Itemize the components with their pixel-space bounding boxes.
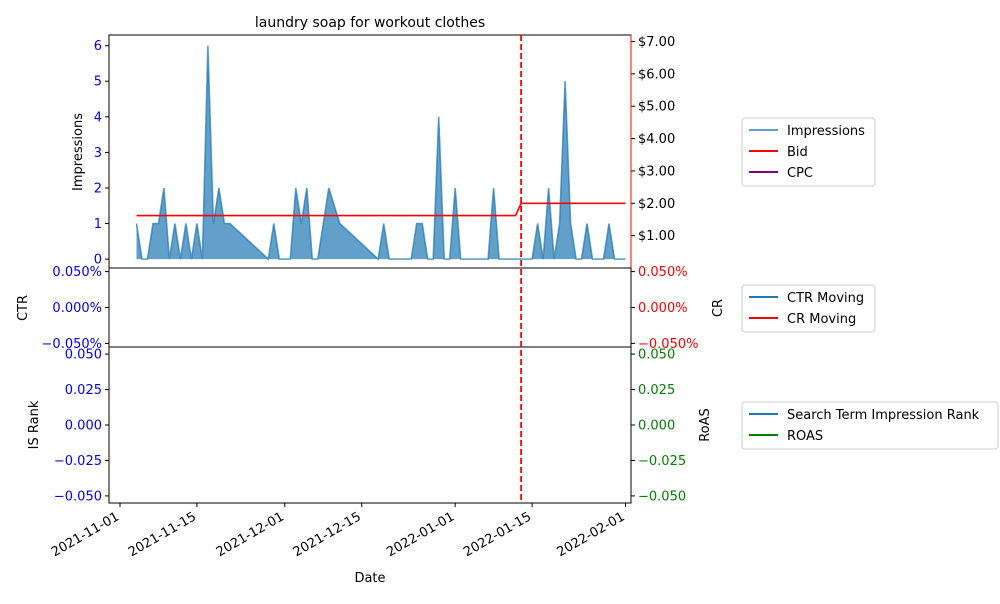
impressions-area xyxy=(136,45,626,260)
impressions-y-tick-label: 2 xyxy=(94,181,102,196)
ctr-axis-label: CTR xyxy=(16,295,31,321)
legend-frame xyxy=(741,401,999,450)
roas-y-tick-label: 0.000 xyxy=(638,419,675,434)
ctr-panel-frame xyxy=(108,267,632,348)
impressions-y-tick-label: 6 xyxy=(94,39,102,54)
impressions-y-tick-label: 0 xyxy=(94,253,102,268)
legend-ctr: CTR Moving CR Moving xyxy=(741,284,876,333)
impressions-y-tick-label: 3 xyxy=(94,146,102,161)
impressions-y-tick-label: 4 xyxy=(94,110,102,125)
legend-label-ctr-moving: CTR Moving xyxy=(787,291,864,306)
date-tick-label: 2021-11-15 xyxy=(126,509,199,560)
rank-y-tick-label: 0.000 xyxy=(65,419,102,434)
rank-y-tick-label: −0.025 xyxy=(54,454,102,469)
rank-y-tick-label: −0.050 xyxy=(54,489,102,504)
bid-line xyxy=(136,202,626,217)
date-tick-label: 2021-12-15 xyxy=(291,509,364,560)
ctr-panel: −0.050%0.000%0.050% −0.050%0.000%0.050% … xyxy=(16,265,726,352)
legend-label-impressions: Impressions xyxy=(787,124,865,139)
ctr-y-tick-label: 0.000% xyxy=(52,301,102,316)
legend-rank: Search Term Impression Rank ROAS xyxy=(741,401,999,450)
bid-y-tick-label: $3.00 xyxy=(638,164,675,179)
impressions-y-tick-label: 5 xyxy=(94,75,102,90)
cr-y-tick-label: 0.000% xyxy=(638,301,688,316)
legend-label-bid: Bid xyxy=(787,145,808,160)
chart-title: laundry soap for workout clothes xyxy=(255,15,485,31)
date-axis-label: Date xyxy=(354,571,385,586)
bid-y-tick-label: $4.00 xyxy=(638,132,675,147)
date-tick-label: 2021-12-01 xyxy=(214,509,287,560)
legend-impressions: Impressions Bid CPC xyxy=(741,117,876,187)
cr-y-tick-label: −0.050% xyxy=(638,337,698,352)
bid-y-tick-label: $6.00 xyxy=(638,67,675,82)
date-tick-label: 2022-02-01 xyxy=(555,509,628,560)
bid-y-tick-label: $1.00 xyxy=(638,229,675,244)
roas-axis-label: RoAS xyxy=(698,408,713,442)
ctr-y-tick-label: 0.050% xyxy=(52,265,102,280)
rank-panel-frame xyxy=(108,346,632,504)
roas-y-tick-label: −0.025 xyxy=(638,454,686,469)
roas-y-tick-label: 0.025 xyxy=(638,383,675,398)
date-tick-label: 2022-01-15 xyxy=(461,509,534,560)
is-rank-axis-label: IS Rank xyxy=(27,400,42,449)
cr-axis-label: CR xyxy=(711,299,726,317)
bid-y-tick-label: $2.00 xyxy=(638,197,675,212)
legend-frame xyxy=(741,117,876,187)
legend-label-impression-rank: Search Term Impression Rank xyxy=(787,408,980,423)
impressions-panel: 0 1 2 3 4 5 6 $1.00 $2.00 $3.00 $4.00 $5.00 $6.00 $7… xyxy=(71,34,675,269)
cr-y-tick-label: 0.050% xyxy=(638,265,688,280)
impressions-axis-label: Impressions xyxy=(71,113,86,191)
rank-panel: −0.050 −0.025 0.000 0.025 0.050 −0.050 −0.025… xyxy=(27,346,713,586)
date-tick-label: 2022-01-01 xyxy=(384,509,457,560)
roas-y-tick-label: 0.050 xyxy=(638,348,675,363)
bid-y-tick-label: $7.00 xyxy=(638,35,675,50)
bid-y-tick-label: $5.00 xyxy=(638,100,675,115)
legend-label-roas: ROAS xyxy=(787,429,823,444)
roas-y-tick-label: −0.050 xyxy=(638,489,686,504)
ctr-y-tick-label: −0.050% xyxy=(42,337,102,352)
rank-y-tick-label: 0.025 xyxy=(65,383,102,398)
date-tick-label: 2021-11-01 xyxy=(49,509,122,560)
legend-label-cpc: CPC xyxy=(787,166,813,181)
rank-y-tick-label: 0.050 xyxy=(65,348,102,363)
impressions-y-tick-label: 1 xyxy=(94,217,102,232)
legend-label-cr-moving: CR Moving xyxy=(787,312,856,327)
impressions-line xyxy=(135,45,626,261)
